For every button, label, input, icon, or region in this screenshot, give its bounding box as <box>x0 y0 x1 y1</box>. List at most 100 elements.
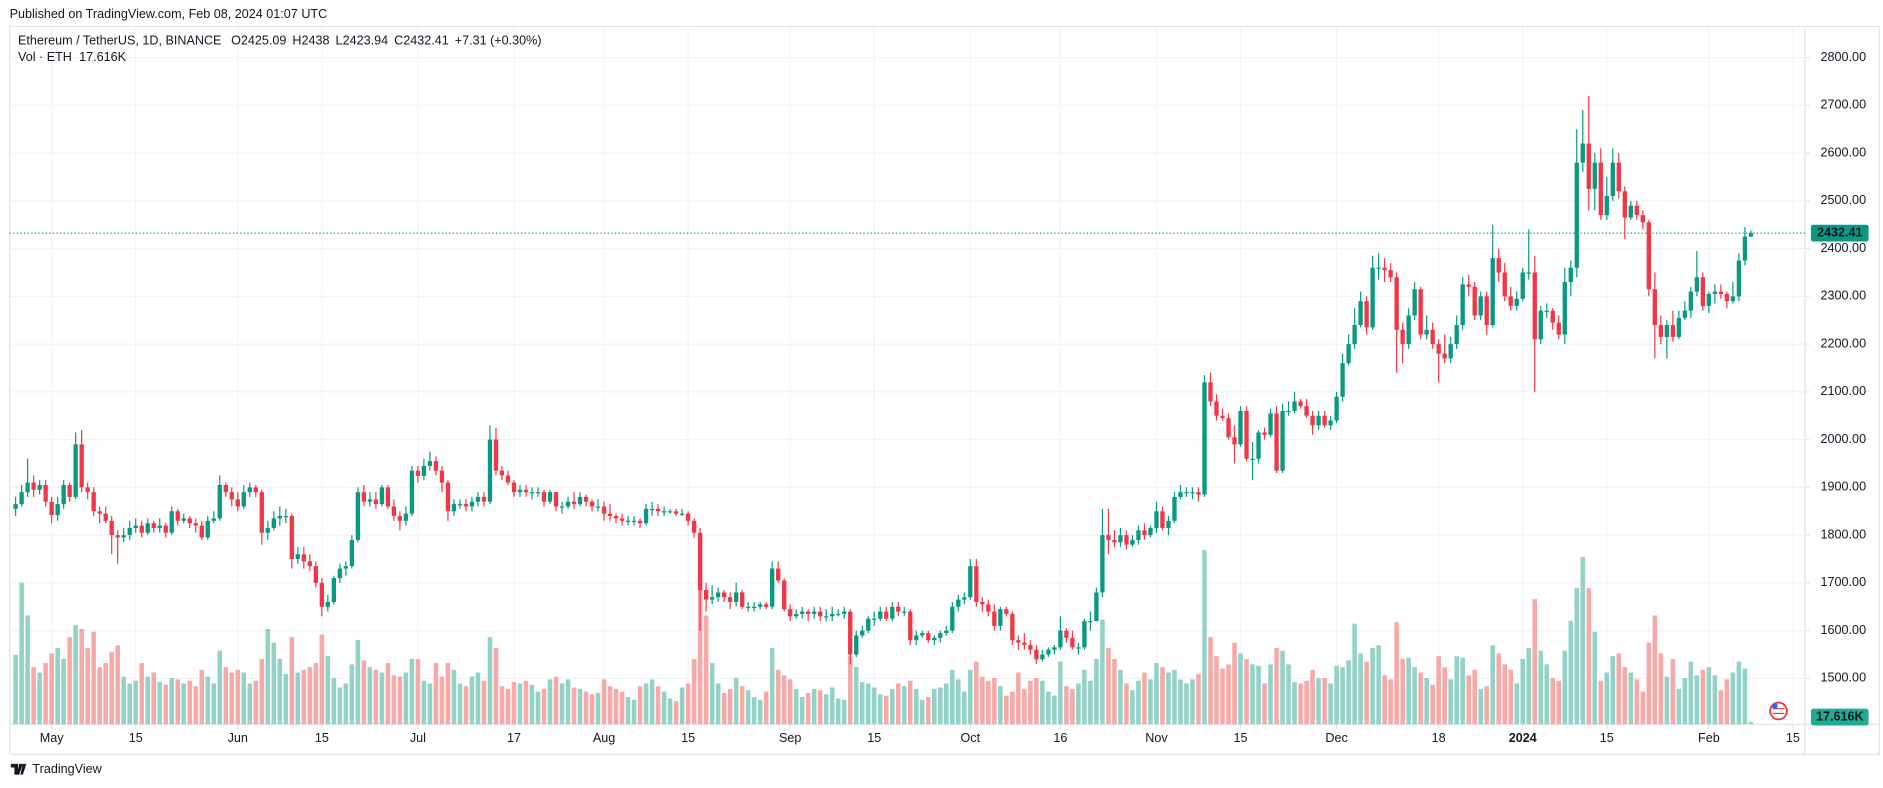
candle-body <box>481 496 487 502</box>
candle-body <box>1118 535 1123 543</box>
volume-bar <box>1178 679 1183 725</box>
candle-body <box>1070 637 1075 648</box>
volume-bar <box>619 691 625 725</box>
volume-bar <box>565 679 571 725</box>
volume-bar <box>469 676 475 725</box>
volume-bar <box>944 683 949 725</box>
volume-bar <box>487 637 493 725</box>
volume-bar <box>541 688 547 725</box>
volume-bar <box>1256 665 1261 725</box>
candle-body <box>1250 458 1255 460</box>
candle-body <box>782 580 787 610</box>
candle-body <box>1400 329 1405 345</box>
volume-bar <box>1496 653 1501 725</box>
candle-body <box>691 520 697 533</box>
candle-body <box>373 499 379 505</box>
volume-bar <box>1136 680 1141 725</box>
volume-bar <box>31 667 36 725</box>
currency-flag <box>1769 701 1788 721</box>
candle-body <box>1316 415 1321 426</box>
x-tick-label: Sep <box>779 731 801 745</box>
volume-bar <box>1094 658 1099 725</box>
candle-body <box>217 484 222 519</box>
volume-bar <box>950 669 955 725</box>
candle-body <box>992 611 997 626</box>
y-tick-label: 2300.00 <box>1821 289 1867 303</box>
volume-bar <box>55 648 60 725</box>
candle-body <box>421 465 427 476</box>
candle-body <box>457 504 463 506</box>
volume-bar <box>1058 661 1063 725</box>
candle-body <box>103 513 108 521</box>
candle-body <box>229 492 234 500</box>
candle-body <box>1568 267 1573 283</box>
volume-bar <box>727 688 733 725</box>
candle-body <box>1274 413 1279 471</box>
candle-body <box>1034 649 1039 660</box>
volume-bar <box>829 687 835 725</box>
x-tick-label: 2024 <box>1509 731 1537 745</box>
volume-bar <box>1616 653 1622 725</box>
volume-bar <box>1622 667 1628 725</box>
volume-bar <box>163 684 169 725</box>
candle-body <box>97 511 102 514</box>
candle-body <box>812 611 817 614</box>
candle-body <box>1628 205 1633 218</box>
candle-body <box>241 492 246 507</box>
candle-body <box>806 611 811 614</box>
candle-body <box>715 592 721 598</box>
candle-body <box>1718 291 1724 294</box>
candle-body <box>1148 527 1153 536</box>
volume-bar <box>1142 672 1147 725</box>
candle-body <box>259 492 264 533</box>
candle-body <box>1580 143 1585 163</box>
x-tick-label: May <box>40 731 64 745</box>
candle-body <box>1166 520 1171 528</box>
volume-bar <box>889 688 895 725</box>
volume-bar <box>775 669 781 725</box>
volume-bar <box>1730 672 1736 725</box>
candle-body <box>1016 640 1021 643</box>
volume-bar <box>295 672 301 725</box>
candle-body <box>295 554 300 560</box>
volume-bar <box>583 691 589 725</box>
candle-body <box>1214 401 1219 416</box>
volume-bar <box>331 677 337 725</box>
volume-bar <box>895 683 901 725</box>
candle-body <box>866 618 871 631</box>
candle-body <box>535 492 541 494</box>
volume-bar <box>1334 665 1339 725</box>
volume-bar <box>1202 550 1207 725</box>
candle-body <box>205 520 210 538</box>
volume-bar <box>1214 656 1219 725</box>
candle-body <box>487 439 493 502</box>
candle-body <box>1184 492 1189 494</box>
volume-bar <box>511 682 517 725</box>
volume-bar <box>1046 691 1051 725</box>
candle-body <box>1442 353 1447 359</box>
volume-bar <box>769 648 775 725</box>
candle-body <box>55 504 60 516</box>
volume-bar <box>968 669 973 725</box>
candle-body <box>1238 410 1243 445</box>
candle-body <box>289 516 294 560</box>
candle-body <box>1286 410 1291 413</box>
volume-bar <box>241 672 247 725</box>
volume-bar <box>1244 658 1249 725</box>
volume-bar <box>1328 683 1333 725</box>
price-change: +7.31 (+0.30%) <box>455 33 542 47</box>
volume-bar <box>1124 683 1129 725</box>
volume-bar <box>1394 622 1399 725</box>
volume-bar <box>1424 677 1429 725</box>
volume-bar <box>1580 556 1586 725</box>
candle-body <box>1436 344 1441 354</box>
candle-body <box>788 609 793 617</box>
candle-body <box>337 568 343 579</box>
volume-bar <box>661 691 667 725</box>
candle-body <box>1172 496 1177 521</box>
volume-bar <box>1268 664 1273 725</box>
volume-bar <box>1130 690 1135 725</box>
volume-bar <box>1016 672 1021 725</box>
volume-bar <box>589 694 595 725</box>
volume-pane <box>13 550 1754 725</box>
